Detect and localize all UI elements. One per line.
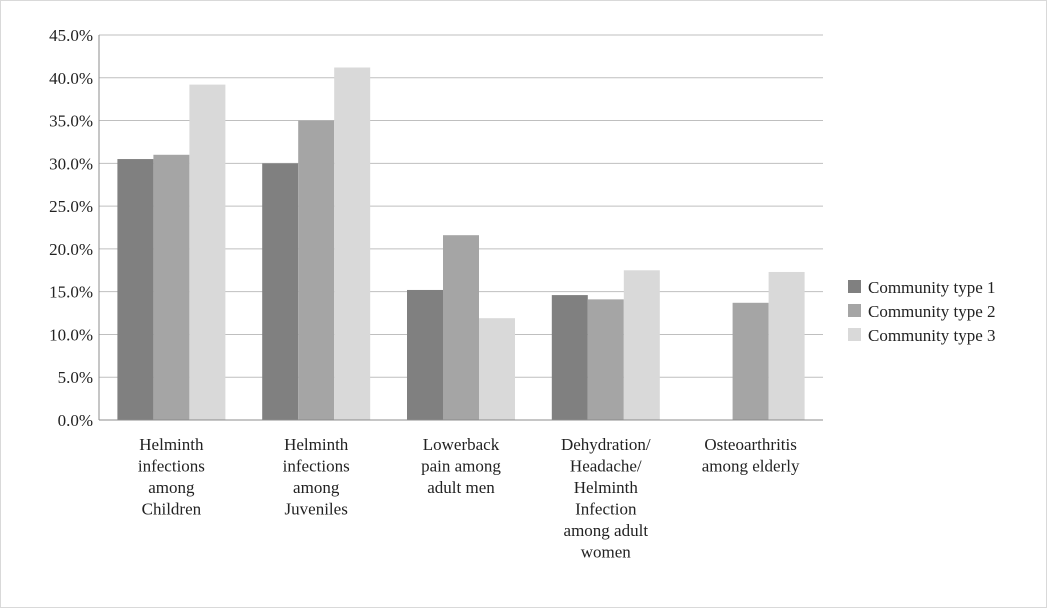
x-category-label-line: Osteoarthritis xyxy=(704,435,797,454)
bar-series-1-category-3 xyxy=(407,289,443,420)
bar-series-2-category-2 xyxy=(298,120,335,421)
x-category-label-line: adult men xyxy=(427,478,495,497)
y-tick-label: 35.0% xyxy=(49,112,93,131)
y-tick-label: 30.0% xyxy=(49,154,93,173)
legend-swatch xyxy=(848,328,861,341)
bar-series-3-category-3 xyxy=(479,318,515,420)
legend-label: Community type 2 xyxy=(868,302,996,321)
x-category-label-line: among xyxy=(293,478,340,497)
bar-series-3-category-5 xyxy=(768,271,805,420)
bar-series-2-category-4 xyxy=(587,299,624,420)
y-tick-label: 45.0% xyxy=(49,26,93,45)
legend-label: Community type 1 xyxy=(868,278,996,297)
bars xyxy=(117,67,805,421)
x-category-label-line: Infection xyxy=(575,500,637,519)
x-category-label-line: among xyxy=(148,478,195,497)
x-category-label-line: infections xyxy=(138,457,205,476)
y-tick-label: 25.0% xyxy=(49,197,93,216)
y-tick-label: 15.0% xyxy=(49,283,93,302)
bar-series-2-category-5 xyxy=(732,302,769,420)
x-category-label-line: Children xyxy=(142,500,202,519)
x-category-label-line: women xyxy=(581,543,632,562)
legend-swatch xyxy=(848,304,861,317)
y-tick-label: 0.0% xyxy=(58,411,93,430)
bar-series-3-category-2 xyxy=(334,67,371,420)
x-category-label-line: among elderly xyxy=(702,457,800,476)
x-category-label-line: infections xyxy=(283,457,350,476)
x-category-label: Dehydration/Headache/Helminth Infection am… xyxy=(561,435,651,562)
bar-series-1-category-2 xyxy=(262,163,299,421)
x-category-label-line: Helminth xyxy=(139,435,204,454)
x-category-label-line: Helminth xyxy=(284,435,349,454)
bar-series-3-category-4 xyxy=(623,270,660,420)
y-tick-label: 40.0% xyxy=(49,69,93,88)
y-tick-label: 20.0% xyxy=(49,240,93,259)
x-category-label-line: Juveniles xyxy=(285,500,348,519)
legend-label: Community type 3 xyxy=(868,326,996,345)
axes xyxy=(98,35,823,421)
x-category-label: Helminth infections among Children xyxy=(138,435,205,519)
x-category-labels: Helminth infections among Children Helminth i… xyxy=(138,435,800,562)
bar-series-2-category-1 xyxy=(153,154,190,420)
bar-series-2-category-3 xyxy=(443,235,479,420)
y-tick-label: 5.0% xyxy=(58,368,93,387)
bar-series-3-category-1 xyxy=(189,84,226,420)
x-category-label-line: pain among xyxy=(421,457,501,476)
y-tick-labels: 0.0% 5.0% 10.0% 15.0% 20.0% 25.0% 30.0% 35.0% 40… xyxy=(49,26,93,430)
x-category-label-line: among adult xyxy=(564,521,649,540)
y-tick-label: 10.0% xyxy=(49,325,93,344)
x-category-label-line: Helminth xyxy=(574,478,639,497)
x-category-label: Osteoarthritis among elderly xyxy=(702,435,800,476)
x-category-label-line: Dehydration/ xyxy=(561,435,651,454)
bar-series-1-category-4 xyxy=(551,295,588,420)
legend-swatch xyxy=(848,280,861,293)
x-category-label: Helminth infections among Juveniles xyxy=(283,435,350,519)
legend: Community type 1 Community type 2 Communit… xyxy=(848,278,996,345)
x-category-label-line: Lowerback xyxy=(423,435,500,454)
x-category-label: Lowerback pain among adult men xyxy=(421,435,501,497)
bar-series-1-category-1 xyxy=(117,159,154,421)
x-category-label-line: Headache/ xyxy=(570,457,642,476)
